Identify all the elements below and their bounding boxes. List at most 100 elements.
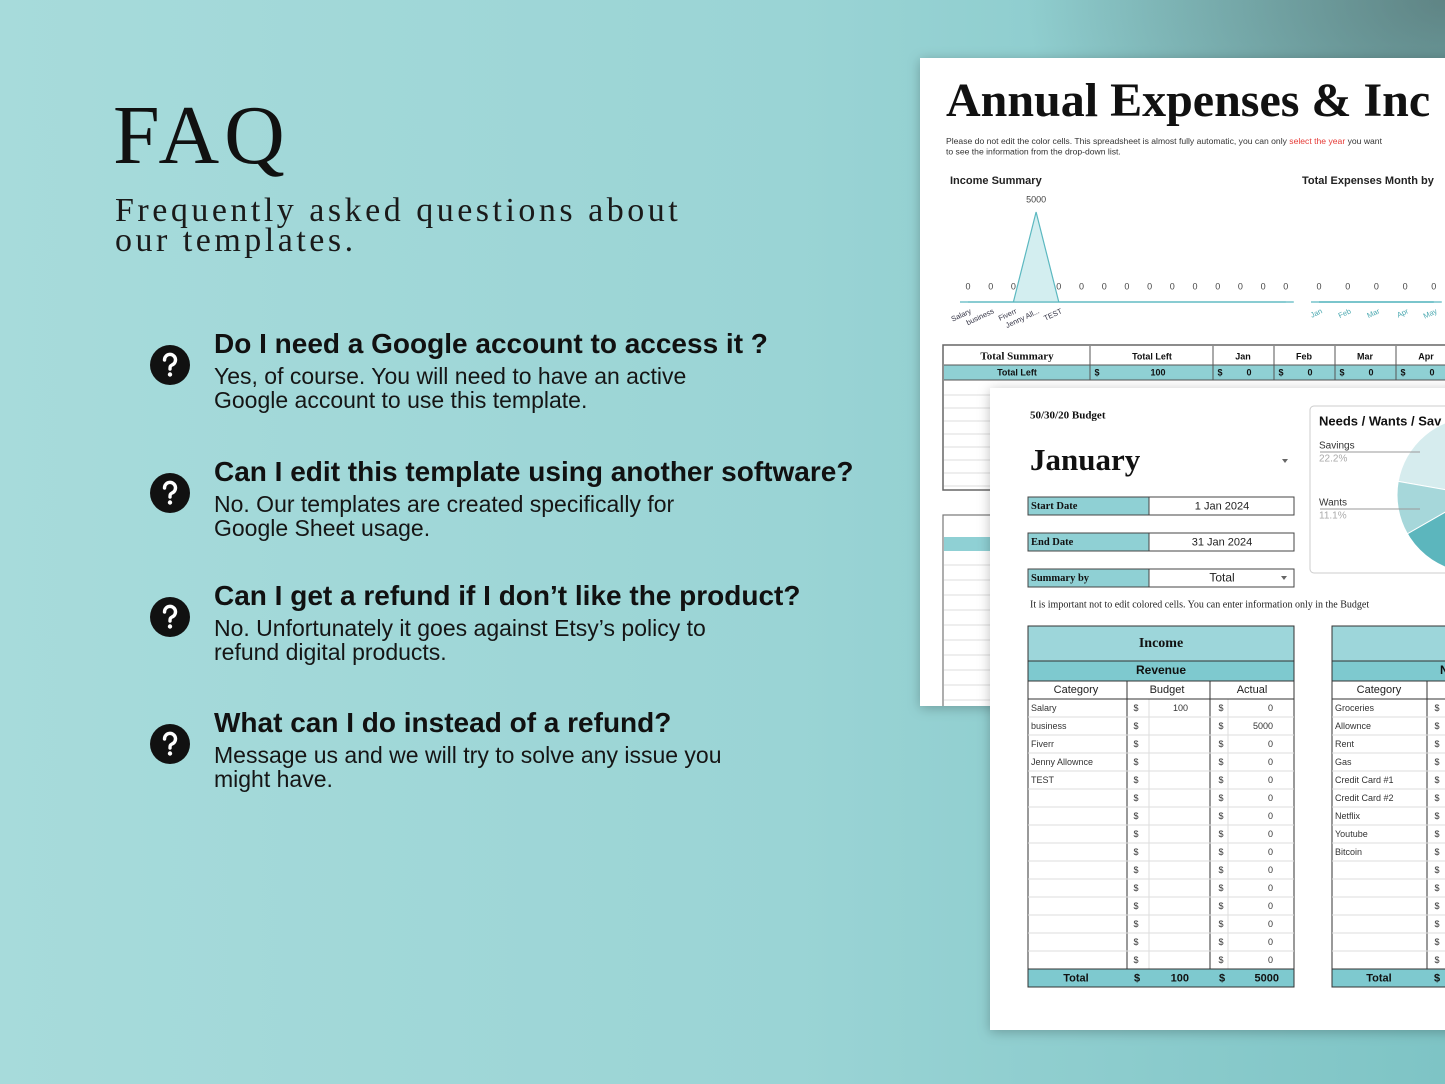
actual: 0 [1268,829,1273,839]
currency: $ [1400,367,1405,377]
data-label: 0 [1056,281,1061,291]
total-cell: $ [1219,972,1225,984]
currency: $ [1218,937,1223,947]
actual: 0 [1268,955,1273,965]
answer-line: refund digital products. [214,638,447,665]
total-cell: 5000 [1255,972,1279,984]
currency: $ [1133,703,1138,713]
category: Salary [1031,703,1057,713]
data-label: 0 [1403,281,1408,291]
currency: $ [1133,757,1138,767]
table-header [1331,625,1445,662]
field-value-cell [1148,496,1295,516]
actual: 0 [1268,883,1273,893]
answer-line: Google Sheet usage. [214,514,431,541]
note: to see the information from the drop-dow… [946,146,1121,156]
currency: $ [1434,901,1439,911]
currency: $ [1218,739,1223,749]
pie-slice [1397,422,1445,491]
data-label: 0 [1102,281,1107,291]
total-cell: $ [1434,972,1440,984]
category: Gas [1335,757,1352,767]
pie-area [1396,422,1445,568]
currency: $ [1434,919,1439,929]
table-title: Income [1139,636,1183,651]
category: Rent [1335,739,1355,749]
question-icon [150,597,190,637]
question-icon [150,345,190,385]
currency: $ [1133,901,1138,911]
total-row [1027,968,1295,988]
chart-title: Income Summary [950,175,1043,187]
question: Do I need a Google account to access it … [214,328,768,359]
question-icon [150,473,190,513]
answer-line: might have. [214,765,333,792]
note-highlight: select the year [1289,136,1345,146]
actual: 0 [1268,811,1273,821]
currency: $ [1434,703,1439,713]
data-label: 0 [1345,281,1350,291]
note-part: you want [1345,136,1382,146]
row-label: Total Left [997,367,1037,377]
col-header: Feb [1296,351,1313,361]
total-cell: 100 [1171,972,1189,984]
currency: $ [1133,829,1138,839]
question: Can I edit this template using another s… [214,456,854,487]
currency: $ [1434,847,1439,857]
cell: 0 [1307,367,1312,377]
actual: 0 [1268,919,1273,929]
actual: 0 [1268,775,1273,785]
currency: $ [1339,367,1344,377]
field-value: 31 Jan 2024 [1192,536,1253,548]
currency: $ [1133,721,1138,731]
answer-line: No. Our templates are created specifical… [214,491,675,517]
note-part: Please do not edit the color cells. This… [946,136,1289,146]
subtitle-line: our templates. [115,222,357,259]
currency: $ [1434,739,1439,749]
currency: $ [1218,847,1223,857]
category: Fiverr [1031,739,1054,749]
category: Credit Card #1 [1335,775,1394,785]
actual: 0 [1268,703,1273,713]
pie-value-label: 11.1% [1319,511,1347,522]
field-value-cell [1148,568,1295,588]
actual: 5000 [1253,721,1273,731]
currency: $ [1218,865,1223,875]
currency: $ [1133,865,1138,875]
data-label: 0 [1124,281,1129,291]
currency: $ [1218,919,1223,929]
section: Revenue [1136,663,1186,677]
currency: $ [1434,721,1439,731]
answer-line: No. Unfortunately it goes against Etsy’s… [214,615,706,641]
currency: $ [1218,901,1223,911]
pie-label: Savings [1319,441,1355,452]
subtitle-line: Frequently asked questions about [115,192,682,229]
data-label: 0 [1147,281,1152,291]
category: TEST [1031,775,1055,785]
currency: $ [1434,883,1439,893]
total-cell: $ [1134,972,1140,984]
currency: $ [1278,367,1283,377]
currency: $ [1218,793,1223,803]
data-label: 0 [1170,281,1175,291]
pie-label: Wants [1319,498,1347,509]
chart-title: Total Expenses Month by [1302,175,1435,187]
currency: $ [1218,955,1223,965]
col-header: Jan [1235,351,1251,361]
data-label: 0 [1431,281,1436,291]
category: Allownce [1335,721,1371,731]
section: N [1440,663,1445,677]
question-icon [150,724,190,764]
section-row [1331,660,1445,682]
actual: 0 [1268,739,1273,749]
category: Netflix [1335,811,1361,821]
currency: $ [1434,775,1439,785]
currency: $ [1218,883,1223,893]
faq-title: FAQ [113,89,290,182]
currency: $ [1218,757,1223,767]
data-label: 0 [1238,281,1243,291]
data-label: 0 [1283,281,1288,291]
col-header: Apr [1418,351,1434,361]
currency: $ [1218,829,1223,839]
currency: $ [1094,367,1099,377]
